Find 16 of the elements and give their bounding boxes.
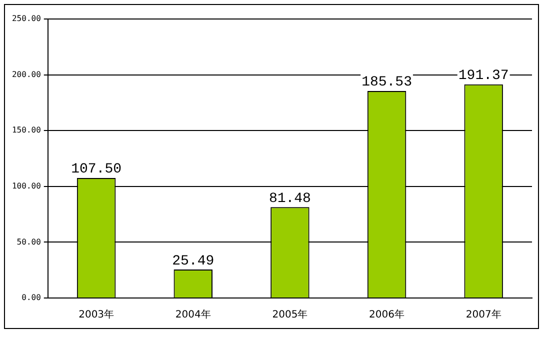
x-tick-label: 2004年 — [175, 308, 211, 321]
data-label: 107.50 — [71, 162, 122, 178]
y-tick-label: 250.00 — [12, 14, 42, 24]
y-tick-label: 0.00 — [22, 293, 42, 302]
y-tick-label: 200.00 — [12, 70, 42, 79]
x-tick-label: 2007年 — [466, 308, 502, 321]
x-tick-label: 2006年 — [369, 308, 404, 321]
x-tick-label: 2005年 — [272, 308, 308, 321]
data-label: 25.49 — [172, 253, 214, 270]
data-label: 191.37 — [458, 68, 509, 84]
data-label: 185.53 — [362, 74, 412, 91]
y-tick-label: 100.00 — [12, 181, 42, 190]
y-tick-label: 50.00 — [16, 237, 42, 246]
x-tick-label: 2003年 — [78, 308, 114, 321]
data-label: 81.48 — [268, 190, 311, 207]
y-tick-label: 150.00 — [12, 126, 42, 135]
